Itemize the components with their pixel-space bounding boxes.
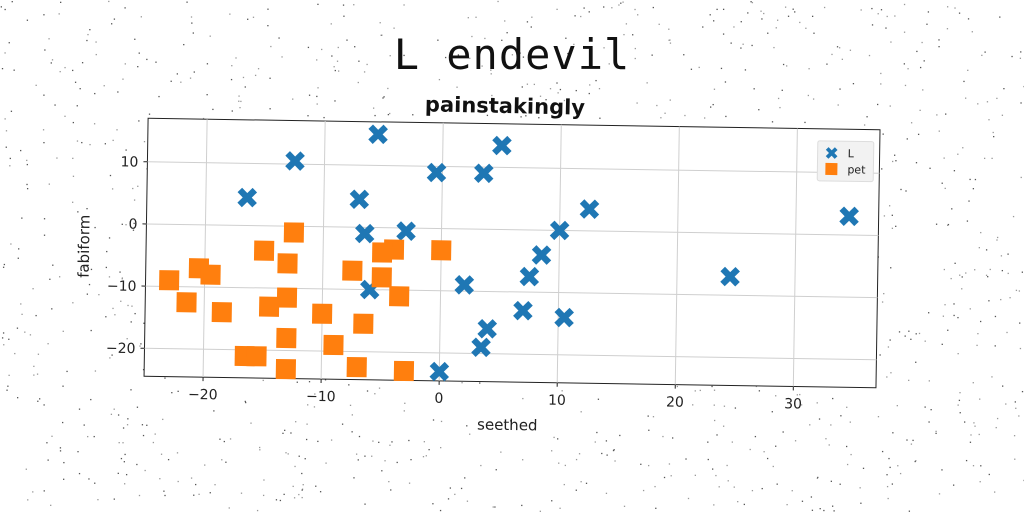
data-point-l [368, 124, 388, 145]
data-point-pet [371, 267, 392, 288]
data-point-pet [346, 356, 367, 378]
data-point-l [354, 223, 375, 244]
data-point-l [471, 337, 491, 358]
data-point-pet [246, 346, 267, 367]
data-point-pet [276, 287, 298, 308]
data-point-l [349, 189, 370, 210]
data-point-pet [277, 253, 298, 274]
data-point-l [396, 221, 416, 241]
data-point-pet [258, 296, 280, 317]
x-tick-label: 10 [548, 393, 566, 409]
data-point-l [426, 162, 447, 183]
data-point-pet [342, 260, 363, 281]
grid-line-x [320, 121, 326, 380]
data-point-l [554, 307, 574, 328]
data-point-pet [200, 264, 221, 285]
x-tick-label: −20 [188, 387, 218, 403]
x-tick-label: 30 [784, 396, 802, 412]
grid-line-x [556, 124, 562, 383]
data-points [159, 124, 859, 382]
data-point-l [477, 318, 498, 339]
y-tick-label: 0 [128, 217, 137, 233]
x-axis-label: seethed [477, 415, 538, 434]
x-tick-labels: −20 −10 0 10 20 30 [188, 387, 802, 413]
grid-line-x [674, 126, 680, 385]
data-point-pet [371, 242, 393, 263]
data-point-pet [159, 270, 180, 291]
data-point-l [549, 220, 570, 241]
data-point-pet [275, 358, 297, 380]
data-point-pet [323, 334, 344, 356]
data-point-l [237, 187, 258, 208]
data-point-l [519, 266, 540, 287]
data-point-pet [353, 313, 374, 334]
data-point-l [513, 300, 533, 321]
data-point-l [531, 245, 552, 265]
data-point-pet [176, 292, 197, 313]
y-tick-label: 10 [120, 154, 138, 170]
data-point-pet [393, 360, 415, 382]
data-point-l [492, 135, 512, 156]
data-point-l [454, 275, 475, 295]
x-tick-label: −10 [306, 389, 336, 405]
data-point-pet [253, 240, 275, 261]
grid-line-y [146, 223, 879, 236]
x-tick-label: 20 [666, 394, 684, 410]
grid [140, 119, 880, 391]
legend-label: pet [847, 163, 866, 176]
y-axis-label: fabiform [75, 215, 94, 278]
data-point-pet [283, 222, 305, 243]
data-point-pet [389, 286, 410, 307]
data-point-pet [311, 303, 333, 324]
data-point-l [720, 266, 740, 287]
grid-line-x [792, 128, 798, 387]
legend-label: L [848, 147, 855, 160]
grid-line-y [145, 285, 878, 299]
y-tick-labels: 10 0 −10 −20 [106, 154, 139, 357]
x-tick-label: 0 [434, 391, 443, 407]
data-point-l [839, 206, 859, 227]
y-tick-label: −20 [106, 341, 136, 357]
data-point-pet [276, 327, 297, 349]
data-point-pet [211, 302, 232, 323]
legend-marker-x [825, 147, 838, 159]
data-point-l [429, 361, 450, 382]
data-point-l [285, 151, 305, 171]
legend-marker-square [825, 162, 838, 176]
grid-line-y [147, 161, 880, 174]
figure-title: L endevil [393, 30, 631, 79]
data-point-pet [431, 240, 452, 261]
grid-line-x [202, 119, 208, 378]
y-tick-label: −10 [107, 278, 137, 294]
data-point-l [473, 163, 494, 184]
data-point-l [579, 199, 600, 219]
